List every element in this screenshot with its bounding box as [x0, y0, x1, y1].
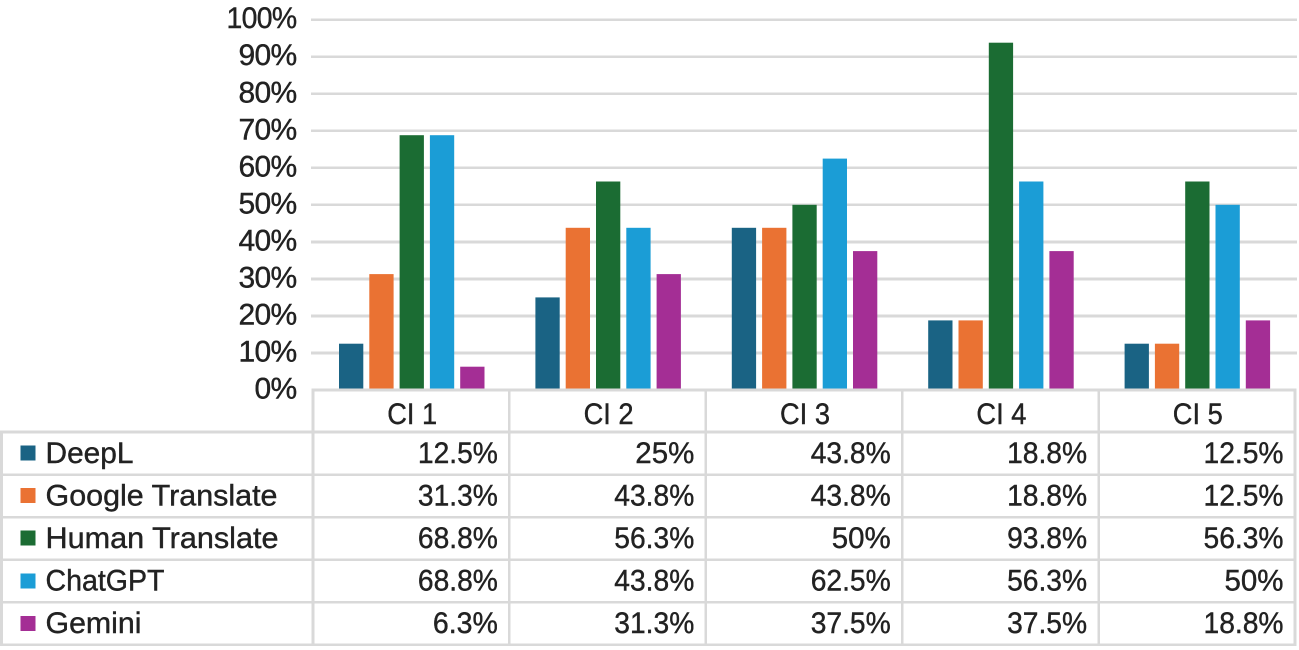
svg-text:18.8%: 18.8%	[1007, 437, 1087, 470]
svg-text:18.8%: 18.8%	[1007, 480, 1087, 513]
svg-text:10%: 10%	[239, 336, 297, 369]
svg-text:43.8%: 43.8%	[811, 480, 891, 513]
svg-text:31.3%: 31.3%	[418, 480, 498, 513]
svg-text:CI 1: CI 1	[387, 398, 437, 431]
svg-text:50%: 50%	[832, 522, 891, 555]
svg-text:DeepL: DeepL	[46, 437, 134, 470]
svg-text:25%: 25%	[635, 437, 694, 470]
svg-text:43.8%: 43.8%	[811, 437, 891, 470]
svg-text:12.5%: 12.5%	[1204, 480, 1284, 513]
svg-text:43.8%: 43.8%	[614, 480, 694, 513]
svg-text:93.8%: 93.8%	[1007, 522, 1087, 555]
svg-text:CI 2: CI 2	[584, 398, 634, 431]
svg-text:80%: 80%	[239, 76, 297, 109]
svg-text:ChatGPT: ChatGPT	[46, 565, 165, 598]
svg-text:Google Translate: Google Translate	[46, 480, 278, 513]
svg-text:56.3%: 56.3%	[1007, 565, 1087, 598]
svg-text:0%: 0%	[255, 373, 297, 406]
svg-text:50%: 50%	[239, 187, 297, 220]
svg-text:43.8%: 43.8%	[614, 565, 694, 598]
svg-text:CI 4: CI 4	[976, 398, 1026, 431]
svg-text:56.3%: 56.3%	[1204, 522, 1284, 555]
svg-text:37.5%: 37.5%	[1007, 607, 1087, 640]
svg-text:50%: 50%	[1225, 565, 1284, 598]
svg-text:68.8%: 68.8%	[418, 522, 498, 555]
svg-text:20%: 20%	[239, 298, 297, 331]
svg-text:37.5%: 37.5%	[811, 607, 891, 640]
svg-text:62.5%: 62.5%	[811, 565, 891, 598]
svg-text:18.8%: 18.8%	[1204, 607, 1284, 640]
svg-text:12.5%: 12.5%	[1204, 437, 1284, 470]
svg-text:70%: 70%	[239, 113, 297, 146]
svg-text:CI 5: CI 5	[1173, 398, 1223, 431]
svg-text:CI 3: CI 3	[780, 398, 830, 431]
svg-text:Gemini: Gemini	[46, 607, 142, 640]
svg-text:31.3%: 31.3%	[614, 607, 694, 640]
svg-text:6.3%: 6.3%	[433, 607, 498, 640]
svg-text:68.8%: 68.8%	[418, 565, 498, 598]
svg-text:30%: 30%	[239, 261, 297, 294]
svg-text:12.5%: 12.5%	[418, 437, 498, 470]
svg-text:Human Translate: Human Translate	[46, 522, 279, 555]
svg-text:56.3%: 56.3%	[614, 522, 694, 555]
svg-text:100%: 100%	[227, 2, 297, 35]
svg-text:60%: 60%	[239, 150, 297, 183]
svg-text:90%: 90%	[239, 39, 297, 72]
svg-text:40%: 40%	[239, 224, 297, 257]
